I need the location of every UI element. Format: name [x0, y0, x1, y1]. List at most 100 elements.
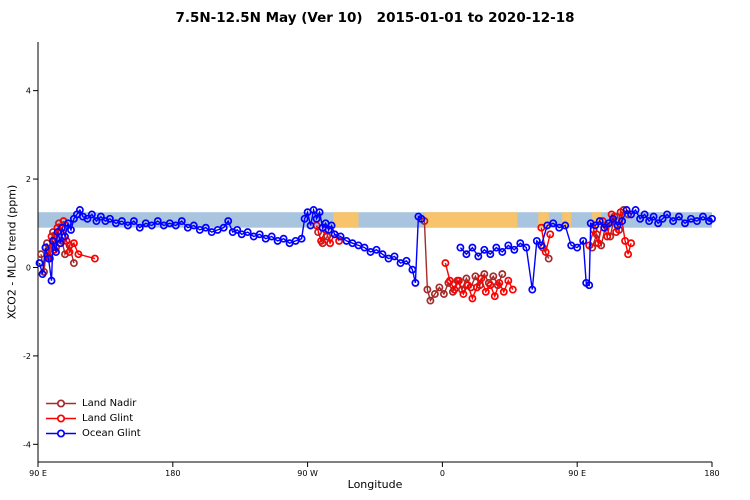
data-point [681, 219, 689, 228]
data-point [445, 276, 454, 285]
legend-marker-ocean-glint [46, 429, 76, 438]
data-point [90, 254, 99, 263]
legend-marker-land-glint [46, 414, 76, 423]
data-point [378, 250, 387, 259]
data-point [402, 256, 411, 265]
x-tick-label: 90 E [29, 469, 47, 478]
data-point [504, 276, 513, 285]
data-point [595, 217, 604, 226]
data-point [510, 245, 519, 254]
data-point [201, 223, 210, 232]
data-point [541, 248, 550, 256]
data-point [537, 241, 546, 250]
data-point [315, 208, 324, 217]
highlight-band [562, 212, 572, 228]
data-point [123, 221, 132, 230]
data-point [669, 217, 678, 226]
legend-item-land-nadir: Land Nadir [44, 396, 141, 411]
data-point [52, 248, 60, 256]
highlight-band [333, 212, 359, 228]
data-point [498, 248, 507, 256]
data-point [508, 285, 517, 294]
series-line [588, 212, 632, 255]
data-point [489, 272, 498, 281]
data-point [83, 214, 92, 223]
series-line [540, 227, 551, 253]
data-point [44, 254, 53, 263]
data-point [53, 223, 62, 232]
x-tick-label: 90 W [297, 469, 318, 478]
data-point [699, 212, 707, 221]
data-point [622, 206, 631, 214]
data-point [74, 250, 83, 259]
data-point [47, 232, 56, 241]
data-point [41, 243, 50, 252]
data-point [600, 223, 609, 232]
data-point [492, 243, 501, 252]
x-tick-label: 90 E [568, 469, 586, 478]
data-point [153, 217, 162, 226]
data-point [129, 217, 138, 226]
data-point [472, 283, 481, 292]
x-tick-label: 0 [440, 469, 445, 478]
data-point [459, 290, 468, 298]
data-point [627, 210, 636, 219]
data-point [486, 250, 495, 259]
data-point [604, 219, 613, 228]
data-point [297, 234, 306, 243]
data-point [585, 241, 594, 250]
data-point [663, 210, 672, 219]
data-point [603, 232, 612, 241]
data-point [498, 270, 507, 279]
data-point [105, 214, 114, 223]
data-point [561, 221, 570, 230]
y-axis-title: XCO2 - MLO trend (ppm) [5, 184, 19, 320]
data-point [468, 294, 477, 303]
data-point [171, 221, 180, 230]
legend-label: Land Nadir [82, 398, 137, 409]
data-point [312, 214, 321, 223]
highlight-band [424, 212, 518, 228]
data-point [441, 259, 450, 268]
data-point [640, 210, 649, 219]
data-point [708, 214, 716, 223]
legend-label: Land Glint [82, 413, 134, 424]
data-point [636, 214, 645, 223]
data-point [468, 243, 477, 252]
y-tick-label: -4 [23, 440, 31, 449]
data-point [243, 228, 252, 237]
data-point [224, 217, 233, 226]
data-point [233, 225, 242, 234]
data-point [607, 210, 616, 219]
legend-label: Ocean Glint [82, 428, 141, 439]
data-point [360, 243, 369, 252]
data-point [96, 212, 105, 221]
data-point [426, 296, 435, 305]
data-point [516, 239, 525, 248]
x-axis-title: Longitude [347, 478, 403, 491]
data-point [573, 243, 582, 252]
data-point [279, 234, 288, 243]
data-point [335, 236, 344, 245]
legend: Land Nadir Land Glint Ocean Glint [44, 396, 141, 441]
data-point [47, 276, 56, 285]
data-point [327, 221, 336, 230]
data-point [631, 206, 640, 214]
data-point [627, 239, 636, 248]
data-point [532, 236, 541, 245]
data-point [546, 230, 555, 239]
data-point [658, 214, 667, 223]
data-point [624, 250, 633, 259]
data-point [439, 290, 448, 298]
data-point [61, 232, 69, 241]
series-line [444, 262, 514, 301]
data-point [490, 292, 499, 301]
data-point [579, 236, 588, 245]
data-point [463, 281, 472, 290]
data-point [411, 278, 420, 287]
data-point [67, 225, 75, 234]
data-point [117, 217, 126, 226]
data-point [326, 239, 335, 248]
